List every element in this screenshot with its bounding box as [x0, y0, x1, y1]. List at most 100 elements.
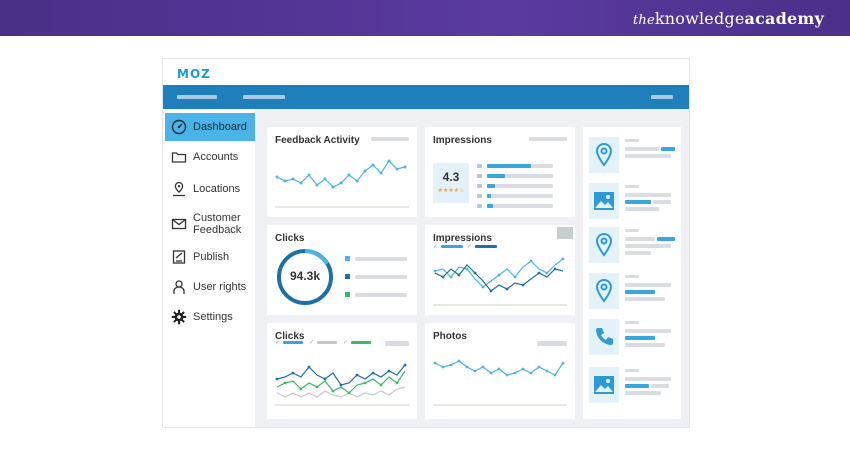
- sidebar-item-label: Accounts: [193, 151, 239, 163]
- feed-item-line: [625, 237, 655, 241]
- nav-link-2[interactable]: [243, 95, 285, 99]
- dashboard-gauge-icon: [171, 119, 187, 135]
- card-title: Feedback Activity: [275, 135, 360, 146]
- sidebar-item-accounts[interactable]: Accounts: [165, 143, 255, 171]
- feed-item-highlight: [625, 336, 655, 340]
- sidebar-item-label-line1: Customer: [193, 212, 241, 224]
- card-filter-placeholder: [371, 137, 409, 141]
- nav-user-menu[interactable]: [651, 95, 673, 99]
- sidebar-item-label: Locations: [193, 183, 241, 195]
- feed-item-meta: [625, 229, 639, 232]
- app-header: MOZ: [163, 59, 689, 85]
- top-navigation: [163, 85, 689, 109]
- feed-item-thumbnail: [589, 227, 619, 263]
- feed-item-thumbnail: [589, 273, 619, 309]
- sidebar: Dashboard Accounts Locations Customer F: [163, 109, 255, 427]
- feed-item-line: [625, 391, 661, 395]
- legend-series-1[interactable]: [441, 245, 463, 248]
- rating-bar-fill: [487, 174, 505, 178]
- chart-filter-button[interactable]: [537, 341, 567, 346]
- image-icon: [594, 376, 614, 394]
- feed-item-meta: [625, 369, 639, 372]
- clicks-line-chart: [275, 363, 409, 406]
- rating-bar-fill: [487, 164, 531, 168]
- clicks-donut-card[interactable]: Clicks 94.3k: [267, 225, 417, 315]
- sidebar-item-label-line2: Feedback: [193, 224, 242, 236]
- legend-label: [355, 275, 407, 279]
- top-banner: theknowledgeacademy: [0, 0, 850, 36]
- publish-icon: [172, 250, 186, 264]
- feed-item-line: [625, 244, 671, 248]
- map-pin-icon: [173, 181, 185, 197]
- clicks-donut-chart: [277, 249, 333, 305]
- sidebar-item-publish[interactable]: Publish: [165, 243, 255, 271]
- activity-feed-card: [583, 127, 681, 419]
- card-title: Impressions: [433, 135, 492, 146]
- feed-item-line: [651, 384, 669, 388]
- sidebar-item-customer-feedback[interactable]: Customer Feedback: [165, 207, 255, 241]
- feed-item-line: [625, 207, 659, 211]
- photos-line-chart: [433, 359, 567, 406]
- clicks-chart-card[interactable]: Clicks ✓ ✓ ✓: [267, 323, 417, 419]
- app-window: MOZ Dashboard Accounts L: [162, 58, 690, 428]
- feed-item-meta: [625, 275, 639, 278]
- sidebar-item-dashboard[interactable]: Dashboard: [165, 113, 255, 141]
- brand-name-regular: knowledge: [654, 9, 745, 28]
- feed-item-meta: [625, 139, 639, 142]
- sidebar-item-label: User rights: [193, 281, 247, 293]
- check-icon: ✓: [467, 244, 473, 250]
- rating-row-label: [477, 184, 482, 188]
- chart-filter-button[interactable]: [385, 341, 409, 346]
- photos-card[interactable]: Photos: [425, 323, 575, 419]
- brand-prefix: the: [632, 13, 655, 28]
- sidebar-item-user-rights[interactable]: User rights: [165, 273, 255, 301]
- nav-link-1[interactable]: [177, 95, 217, 99]
- folder-icon: [171, 152, 187, 163]
- rating-bar-track: [487, 184, 553, 188]
- feed-item-line: [625, 343, 665, 347]
- rating-row-label: [477, 174, 482, 178]
- user-icon: [173, 280, 185, 294]
- clicks-total-value: 94.3k: [289, 269, 321, 283]
- impressions-rating-card[interactable]: Impressions 4.3 ★★★★☆: [425, 127, 575, 217]
- rating-box: 4.3 ★★★★☆: [433, 163, 469, 203]
- feed-item-line: [625, 377, 671, 381]
- feed-item-thumbnail: [589, 137, 619, 173]
- feed-item-highlight: [625, 290, 655, 294]
- check-icon: ✓: [275, 340, 281, 346]
- image-icon: [594, 192, 614, 210]
- expand-button[interactable]: [557, 227, 573, 239]
- legend-series-2[interactable]: [475, 245, 497, 248]
- rating-bar-fill: [487, 194, 491, 198]
- feedback-activity-card[interactable]: Feedback Activity: [267, 127, 417, 217]
- phone-icon: [596, 328, 613, 345]
- legend-swatch: [345, 274, 350, 279]
- feed-item-line: [625, 193, 671, 197]
- check-icon: ✓: [343, 340, 349, 346]
- sidebar-item-settings[interactable]: Settings: [165, 303, 255, 331]
- legend-series-3[interactable]: [351, 341, 371, 344]
- sidebar-item-locations[interactable]: Locations: [165, 175, 255, 203]
- legend-series-2[interactable]: [317, 341, 337, 344]
- legend-swatch: [345, 292, 350, 297]
- check-icon: ✓: [433, 244, 439, 250]
- rating-row-label: [477, 204, 482, 208]
- sidebar-item-label: Dashboard: [193, 121, 247, 133]
- check-icon: ✓: [309, 340, 315, 346]
- rating-row-label: [477, 194, 482, 198]
- rating-row-label: [477, 164, 482, 168]
- rating-value: 4.3: [442, 170, 460, 184]
- map-pin-icon: [595, 279, 613, 303]
- feed-item-line: [625, 329, 671, 333]
- impressions-chart-card[interactable]: Impressions ✓ ✓: [425, 225, 575, 315]
- card-title: Clicks: [275, 331, 305, 342]
- sidebar-item-label: Settings: [193, 311, 233, 323]
- feed-item-highlight: [657, 237, 675, 241]
- card-filter-placeholder: [529, 137, 567, 141]
- moz-logo[interactable]: MOZ: [177, 67, 211, 81]
- brand-name-bold: academy: [744, 9, 824, 28]
- feed-item-highlight: [661, 147, 675, 151]
- feed-item-meta: [625, 185, 639, 188]
- legend-series-1[interactable]: [283, 341, 303, 344]
- gear-icon: [171, 309, 187, 325]
